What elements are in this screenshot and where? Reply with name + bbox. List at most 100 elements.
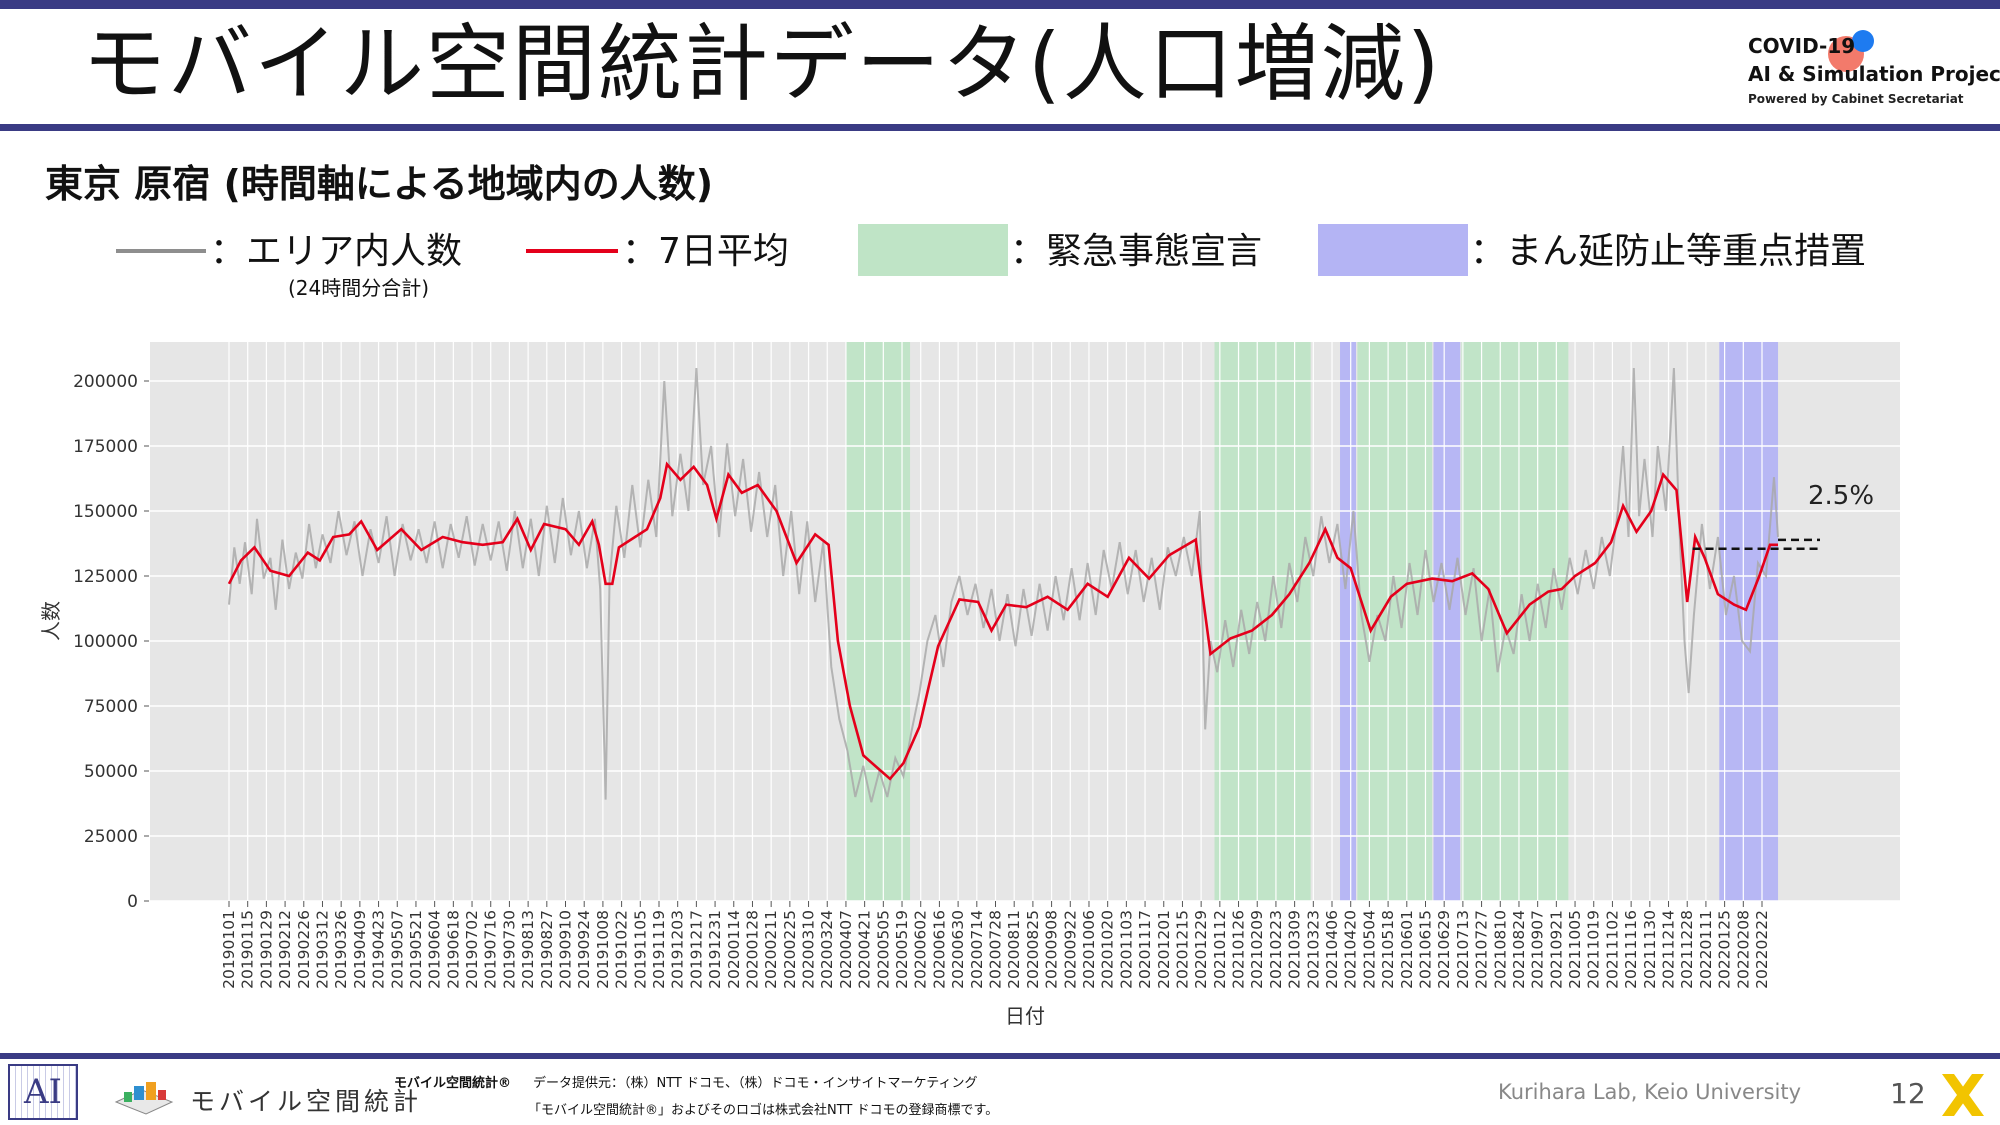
x-tick-label: 20190129 — [257, 910, 275, 989]
x-tick-label: 20191008 — [594, 910, 612, 989]
x-tick-label: 20190409 — [351, 910, 369, 989]
x-tick-label: 20190101 — [220, 910, 238, 989]
x-tick-label: 20200714 — [968, 910, 986, 989]
y-tick-label: 200000 — [73, 372, 138, 392]
footnote-source: データ提供元：（株）NTT ドコモ、（株）ドコモ・インサイトマーケティング — [533, 1076, 978, 1091]
x-tick-label: 20211019 — [1585, 910, 1603, 989]
legend-avg-swatch — [526, 249, 618, 253]
logo-blue-dot — [1852, 30, 1874, 52]
x-tick-label: 20190730 — [500, 910, 518, 989]
x-tick-label: 20201006 — [1080, 910, 1098, 989]
title-divider — [0, 124, 2000, 131]
x-tick-label: 20190618 — [444, 910, 462, 989]
x-tick-label: 20200616 — [930, 910, 948, 989]
x-tick-label: 20200128 — [744, 910, 762, 989]
x-tick-label: 20190716 — [482, 910, 500, 989]
x-tick-label: 20200728 — [987, 910, 1005, 989]
x-tick-label: 20190813 — [519, 910, 537, 989]
ai-lab-logo: AI — [8, 1064, 78, 1120]
logo-line-1: COVID-19 — [1748, 34, 1856, 58]
x-tick-label: 20211130 — [1641, 910, 1659, 989]
x-tick-label: 20210629 — [1435, 910, 1453, 989]
x-tick-label: 20200811 — [1005, 910, 1023, 989]
x-tick-label: 20201103 — [1117, 910, 1135, 989]
x-tick-label: 20210126 — [1230, 910, 1248, 989]
legend-emergency-label: ：緊急事態宣言 — [1010, 231, 1263, 272]
y-tick-label: 25000 — [84, 827, 138, 847]
x-tick-label: 20191217 — [687, 910, 705, 989]
footer-divider — [0, 1053, 2000, 1059]
x-tick-label: 20200225 — [781, 910, 799, 989]
x-tick-label: 20190604 — [426, 910, 444, 989]
x-tick-label: 20201215 — [1174, 910, 1192, 989]
x-axis-label: 日付 — [1005, 1004, 1045, 1028]
y-tick-label: 50000 — [84, 762, 138, 782]
y-tick-label: 175000 — [73, 437, 138, 457]
mobile-spatial-stats-logo-text: モバイル空間統計 — [190, 1087, 423, 1116]
x-tick-label: 20210309 — [1286, 910, 1304, 989]
x-tick-label: 20200825 — [1024, 910, 1042, 989]
y-tick-label: 75000 — [84, 697, 138, 717]
y-tick-label: 125000 — [73, 567, 138, 587]
x-tick-label: 20190423 — [370, 910, 388, 989]
top-accent-bar — [0, 0, 2000, 9]
x-tick-label: 20200602 — [912, 910, 930, 989]
x-tick-label: 20220125 — [1716, 910, 1734, 989]
x-tick-label: 20191203 — [669, 910, 687, 989]
footnote-trademark: 「モバイル空間統計®」およびそのロゴは株式会社NTT ドコモの登録商標です。 — [528, 1103, 999, 1118]
legend-semi-label: ：まん延防止等重点措置 — [1470, 231, 1867, 272]
x-logo-icon — [1942, 1074, 1984, 1116]
y-tick-label: 0 — [127, 892, 138, 912]
y-tick-label: 150000 — [73, 502, 138, 522]
x-tick-label: 20210601 — [1398, 910, 1416, 989]
x-tick-label: 20200421 — [856, 910, 874, 989]
x-tick-label: 20190507 — [388, 910, 406, 989]
x-tick-label: 20200505 — [874, 910, 892, 989]
x-tick-label: 20191119 — [650, 910, 668, 989]
x-tick-label: 20210727 — [1473, 910, 1491, 989]
x-tick-label: 20211116 — [1622, 910, 1640, 989]
footnote-brand: モバイル空間統計® — [394, 1076, 512, 1091]
x-tick-label: 20210824 — [1510, 910, 1528, 989]
x-tick-label: 20210907 — [1529, 910, 1547, 989]
x-tick-label: 20190910 — [557, 910, 575, 989]
semi-emergency-period-band — [1340, 342, 1357, 901]
x-tick-label: 20200630 — [949, 910, 967, 989]
page-title: モバイル空間統計データ(人口増減) — [82, 15, 1442, 113]
x-tick-label: 20201229 — [1192, 910, 1210, 989]
chart-subtitle: 東京 原宿 (時間軸による地域内の人数) — [45, 162, 714, 206]
x-tick-label: 20210615 — [1417, 910, 1435, 989]
page-number: 12 — [1890, 1077, 1926, 1110]
x-tick-label: 20201020 — [1099, 910, 1117, 989]
x-tick-label: 20210713 — [1454, 910, 1472, 989]
legend-avg-label: ：7日平均 — [622, 231, 789, 272]
x-tick-label: 20210504 — [1360, 910, 1378, 989]
x-tick-label: 20210518 — [1379, 910, 1397, 989]
legend-raw-label: ：エリア内人数 — [210, 231, 463, 272]
x-tick-label: 20200407 — [837, 910, 855, 989]
x-tick-label: 20220222 — [1753, 910, 1771, 989]
x-tick-label: 20210921 — [1547, 910, 1565, 989]
x-tick-label: 20200114 — [725, 910, 743, 989]
x-tick-label: 20210420 — [1342, 910, 1360, 989]
x-tick-label: 20191231 — [706, 910, 724, 989]
lab-credit: Kurihara Lab, Keio University — [1498, 1080, 1802, 1104]
x-tick-label: 20190226 — [295, 910, 313, 989]
7day-average-series-line — [227, 461, 1778, 781]
x-tick-label: 20210223 — [1267, 910, 1285, 989]
semi-emergency-period-band — [1433, 342, 1461, 901]
x-tick-label: 20200211 — [762, 910, 780, 989]
x-tick-label: 20190326 — [332, 910, 350, 989]
x-tick-label: 20220111 — [1697, 910, 1715, 989]
semi-emergency-period-band — [1719, 342, 1779, 901]
x-tick-label: 20200324 — [818, 910, 836, 989]
population-line-chart: 2.5% 0 25000 50000 75000 100000 125000 150000 1… — [39, 342, 1900, 1028]
legend-emergency-swatch — [858, 224, 1008, 276]
x-tick-label: 20191105 — [631, 910, 649, 989]
x-tick-label: 20190312 — [314, 910, 332, 989]
x-tick-label: 20211102 — [1603, 910, 1621, 989]
emergency-period-band — [845, 342, 911, 901]
x-tick-label: 20190115 — [239, 910, 257, 989]
x-tick-label: 20200922 — [1061, 910, 1079, 989]
covid-logo: COVID-19 AI & Simulation Project Powered… — [1746, 30, 2000, 114]
